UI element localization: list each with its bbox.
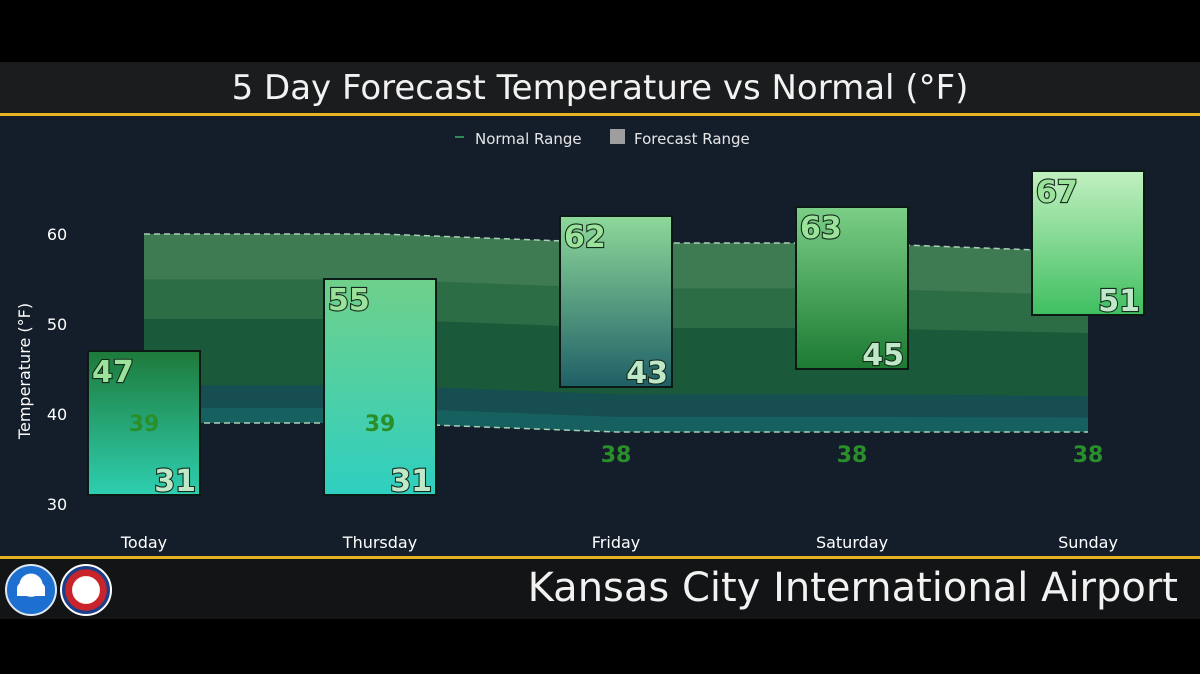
- normal-low-label: 39: [129, 412, 160, 437]
- forecast-bar: [559, 215, 673, 388]
- forecast-high-label: 55: [328, 283, 370, 318]
- forecast-low-label: 31: [154, 464, 196, 499]
- forecast-high-label: 63: [800, 211, 842, 246]
- footer-bar: Kansas City International Airport: [0, 556, 1200, 619]
- y-tick-label: 60: [47, 225, 67, 244]
- chart-title: 5 Day Forecast Temperature vs Normal (°F…: [231, 68, 969, 108]
- legend-normal-label: Normal Range: [475, 130, 582, 148]
- legend-forecast-label: Forecast Range: [634, 130, 750, 148]
- y-tick-label: 40: [47, 405, 67, 424]
- y-tick-label: 30: [47, 495, 67, 514]
- noaa-logo-icon: [5, 564, 57, 616]
- normal-low-label: 38: [1073, 443, 1104, 468]
- y-axis-label: Temperature (°F): [15, 303, 34, 440]
- normal-low-label: 39: [365, 412, 396, 437]
- forecast-high-label: 47: [92, 355, 134, 390]
- x-category-label: Sunday: [1058, 533, 1118, 552]
- normal-low-label: 38: [601, 443, 632, 468]
- y-tick-label: 50: [47, 315, 67, 334]
- forecast-low-label: 45: [862, 338, 904, 373]
- forecast-high-label: 62: [564, 220, 606, 255]
- forecast-low-label: 51: [1098, 284, 1140, 319]
- x-category-label: Thursday: [342, 533, 417, 552]
- chart-area: Normal Range Forecast Range 30 40 50 60 Temper…: [0, 116, 1200, 556]
- forecast-low-label: 43: [626, 356, 668, 391]
- legend: Normal Range Forecast Range: [455, 129, 750, 148]
- normal-low-label: 38: [837, 443, 868, 468]
- forecast-high-label: 67: [1036, 175, 1078, 210]
- forecast-chart: Normal Range Forecast Range 30 40 50 60 Temper…: [15, 129, 1145, 552]
- forecast-bar: [1031, 170, 1145, 316]
- x-category-label: Today: [120, 533, 167, 552]
- x-category-label: Saturday: [816, 533, 888, 552]
- forecast-bar: [323, 278, 437, 496]
- title-bar: 5 Day Forecast Temperature vs Normal (°F…: [0, 62, 1200, 116]
- nws-logo-icon: [60, 564, 112, 616]
- normal-low-line: [144, 422, 1088, 433]
- location-label: Kansas City International Airport: [527, 565, 1178, 611]
- forecast-bar: [795, 206, 909, 370]
- x-category-label: Friday: [592, 533, 641, 552]
- legend-forecast-swatch: [610, 129, 625, 144]
- forecast-bar: [87, 350, 201, 496]
- forecast-low-label: 31: [390, 464, 432, 499]
